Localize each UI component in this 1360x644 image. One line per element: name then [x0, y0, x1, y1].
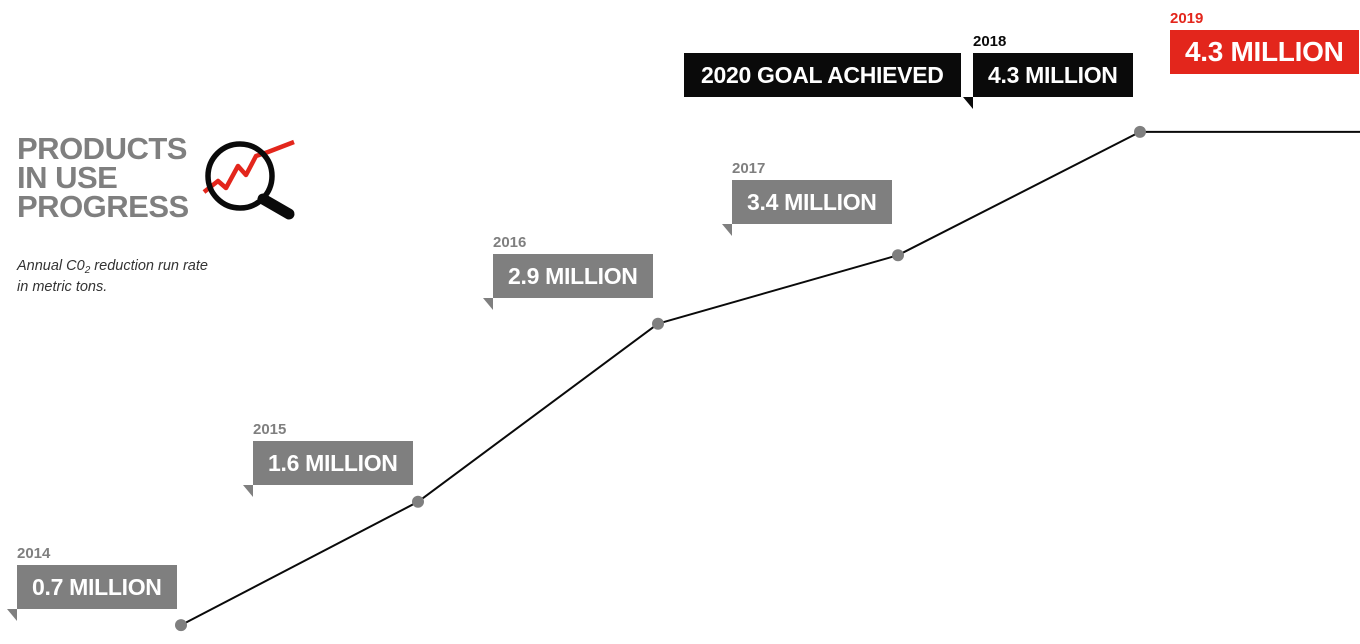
series-line-segment-2014-2015 — [180, 500, 419, 626]
title-line-2: IN USE — [17, 160, 118, 195]
chart-subtitle: Annual C02 reduction run rate in metric … — [17, 258, 208, 295]
value-label: 4.3 MILLION — [973, 53, 1133, 97]
year-label: 2015 — [253, 421, 287, 438]
data-point-2016 — [652, 317, 664, 330]
data-point-2017 — [892, 249, 904, 262]
data-point-2014 — [175, 619, 187, 632]
series-line-segment-2017-2018 — [897, 131, 1141, 257]
magnifying-glass-trend-icon — [200, 132, 300, 224]
value-label: 0.7 MILLION — [17, 565, 177, 609]
series-line-segment-2015-2016 — [417, 322, 659, 503]
goal-achieved-label: 2020 GOAL ACHIEVED — [684, 53, 961, 97]
title-line-1: PRODUCTS — [17, 131, 187, 166]
data-point-2015 — [412, 495, 424, 508]
value-label: 1.6 MILLION — [253, 441, 413, 485]
value-label: 2.9 MILLION — [493, 254, 653, 298]
series-line-segment-2016-2017 — [657, 254, 899, 325]
value-label: 3.4 MILLION — [732, 180, 892, 224]
year-label: 2019 — [1170, 10, 1204, 27]
year-label: 2017 — [732, 160, 766, 177]
chart-title: PRODUCTS IN USE PROGRESS — [17, 131, 207, 224]
data-point-2018 — [1134, 125, 1146, 138]
year-label: 2014 — [17, 545, 51, 562]
year-label: 2018 — [973, 33, 1007, 50]
year-label: 2016 — [493, 234, 527, 251]
value-label: 4.3 MILLION — [1170, 30, 1359, 74]
title-line-3: PROGRESS — [17, 189, 189, 224]
